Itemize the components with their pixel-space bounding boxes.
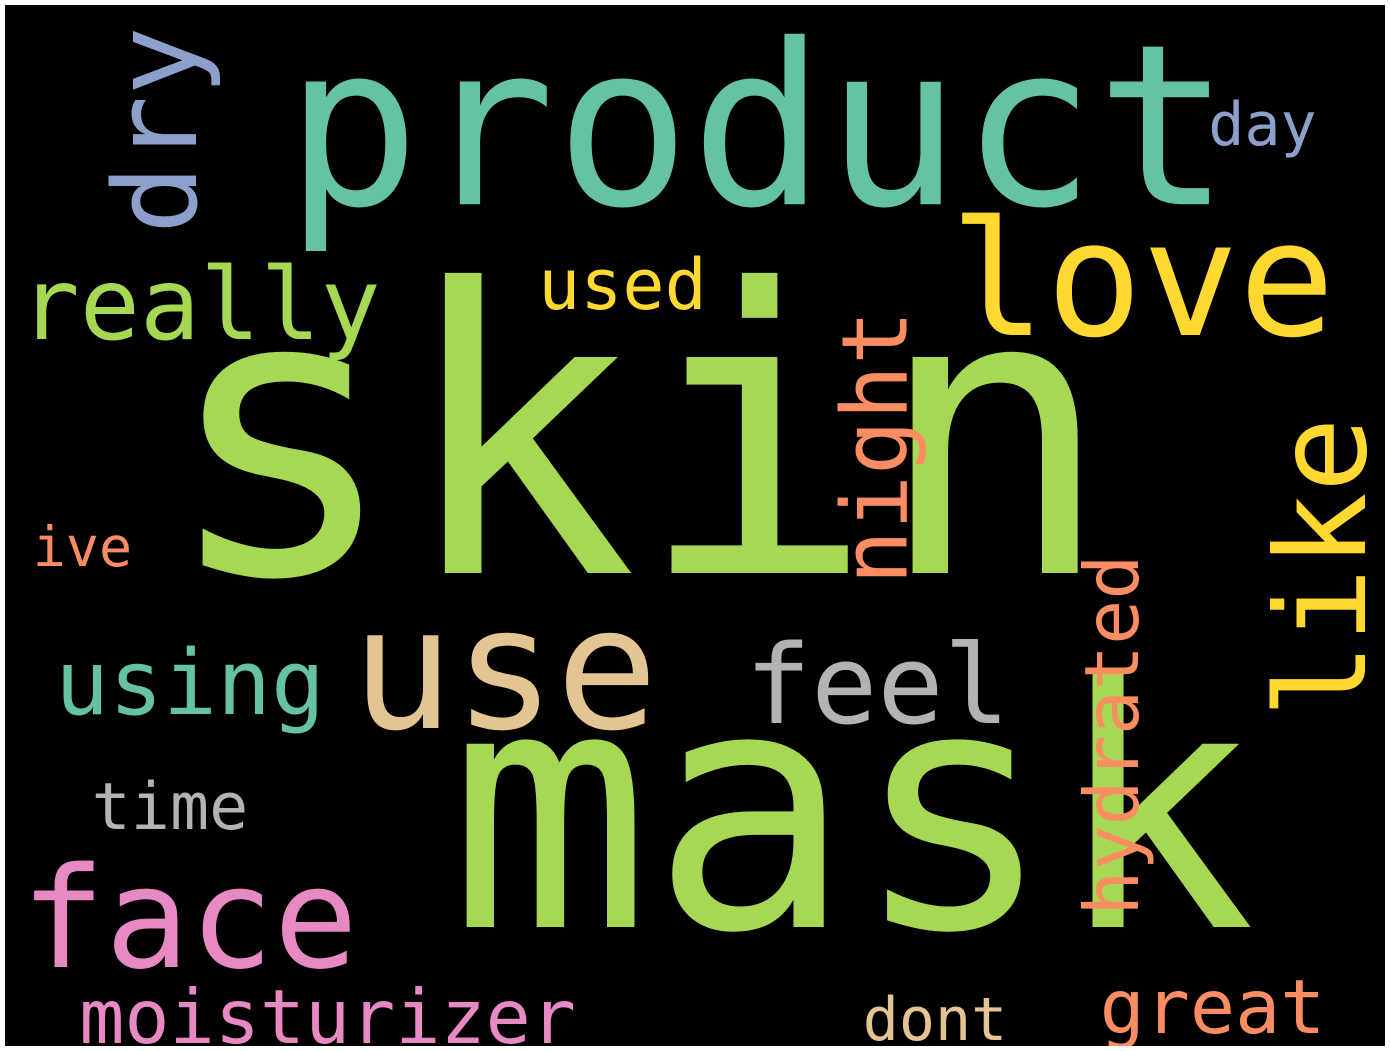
word-face: face (20, 838, 358, 1001)
word-ive: ive (32, 515, 133, 579)
word-really: really (19, 246, 381, 363)
word-hydrated: hydrated (1068, 554, 1156, 916)
word-like: like (1250, 417, 1385, 719)
word-day: day (1208, 90, 1317, 160)
word-time: time (91, 770, 249, 845)
word-night: night (821, 309, 929, 585)
word-product: product (285, 5, 1231, 258)
word-skin: skin (161, 207, 1113, 667)
word-using: using (55, 632, 325, 737)
word-dont: dont (862, 985, 1008, 1046)
word-moisturizer: moisturizer (79, 973, 576, 1047)
word-great: great (1099, 963, 1326, 1046)
word-love: love (949, 186, 1336, 373)
word-used: used (538, 244, 707, 326)
word-use: use (351, 571, 659, 769)
word-feel: feel (744, 621, 1010, 749)
word-cloud: skin mask product use love face like fee… (5, 5, 1385, 1046)
word-mask: mask (448, 617, 1256, 1007)
word-dry: dry (90, 26, 224, 235)
